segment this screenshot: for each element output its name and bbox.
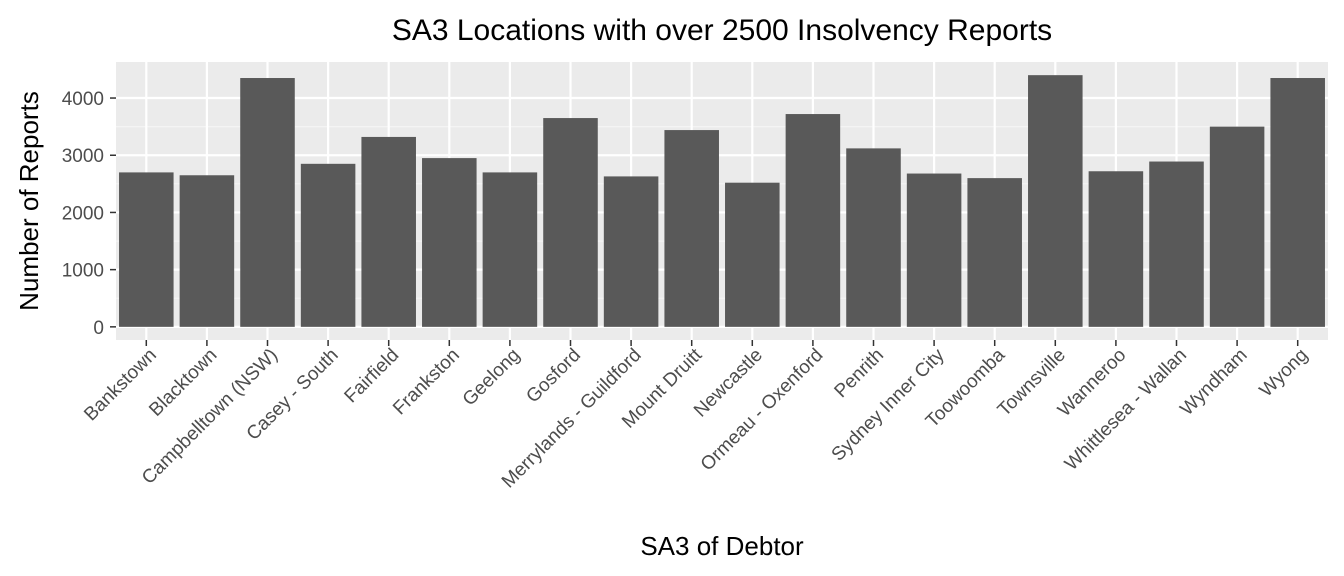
x-axis-title: SA3 of Debtor bbox=[640, 531, 804, 561]
y-tick-label: 2000 bbox=[62, 203, 104, 224]
bar bbox=[1028, 75, 1083, 327]
bar bbox=[543, 118, 598, 327]
bar bbox=[1270, 78, 1325, 327]
y-axis-title: Number of Reports bbox=[14, 91, 44, 311]
y-tick-label: 4000 bbox=[62, 89, 104, 110]
y-tick-label: 1000 bbox=[62, 261, 104, 282]
y-tick-label: 0 bbox=[93, 318, 104, 339]
x-tick-label: Ormeau - Oxenford bbox=[697, 345, 828, 476]
x-tick-label: Penrith bbox=[831, 345, 888, 402]
bar bbox=[725, 182, 780, 327]
bars bbox=[119, 75, 1325, 327]
chart-title: SA3 Locations with over 2500 Insolvency … bbox=[392, 14, 1052, 47]
bar bbox=[603, 176, 659, 327]
x-tick-label: Fairfield bbox=[341, 345, 404, 408]
bar bbox=[1209, 126, 1265, 327]
x-tick-label: Frankston bbox=[389, 345, 464, 420]
bar bbox=[240, 78, 295, 327]
bar bbox=[1088, 171, 1144, 327]
x-tick-label: Geelong bbox=[459, 345, 525, 411]
bar bbox=[906, 173, 962, 327]
x-tick-label: Whittlesea - Wallan bbox=[1061, 345, 1191, 475]
bar bbox=[361, 136, 416, 327]
bar bbox=[119, 172, 174, 327]
y-tick-label: 3000 bbox=[62, 146, 104, 167]
bar bbox=[967, 178, 1022, 327]
bar bbox=[179, 175, 235, 327]
y-axis: 0 1000 2000 3000 4000 bbox=[62, 89, 116, 339]
bar bbox=[422, 158, 477, 327]
x-tick-label: Wyndham bbox=[1176, 345, 1251, 420]
bar bbox=[300, 163, 356, 327]
bar bbox=[664, 130, 719, 327]
bar bbox=[1149, 161, 1204, 327]
x-tick-label: Wyong bbox=[1256, 345, 1313, 402]
x-tick-label: Bankstown bbox=[80, 345, 161, 426]
bar bbox=[785, 114, 841, 327]
x-tick-label: Gosford bbox=[522, 345, 585, 408]
bar bbox=[846, 148, 901, 327]
bar bbox=[482, 172, 538, 327]
x-tick-label: Sydney Inner City bbox=[828, 344, 949, 465]
